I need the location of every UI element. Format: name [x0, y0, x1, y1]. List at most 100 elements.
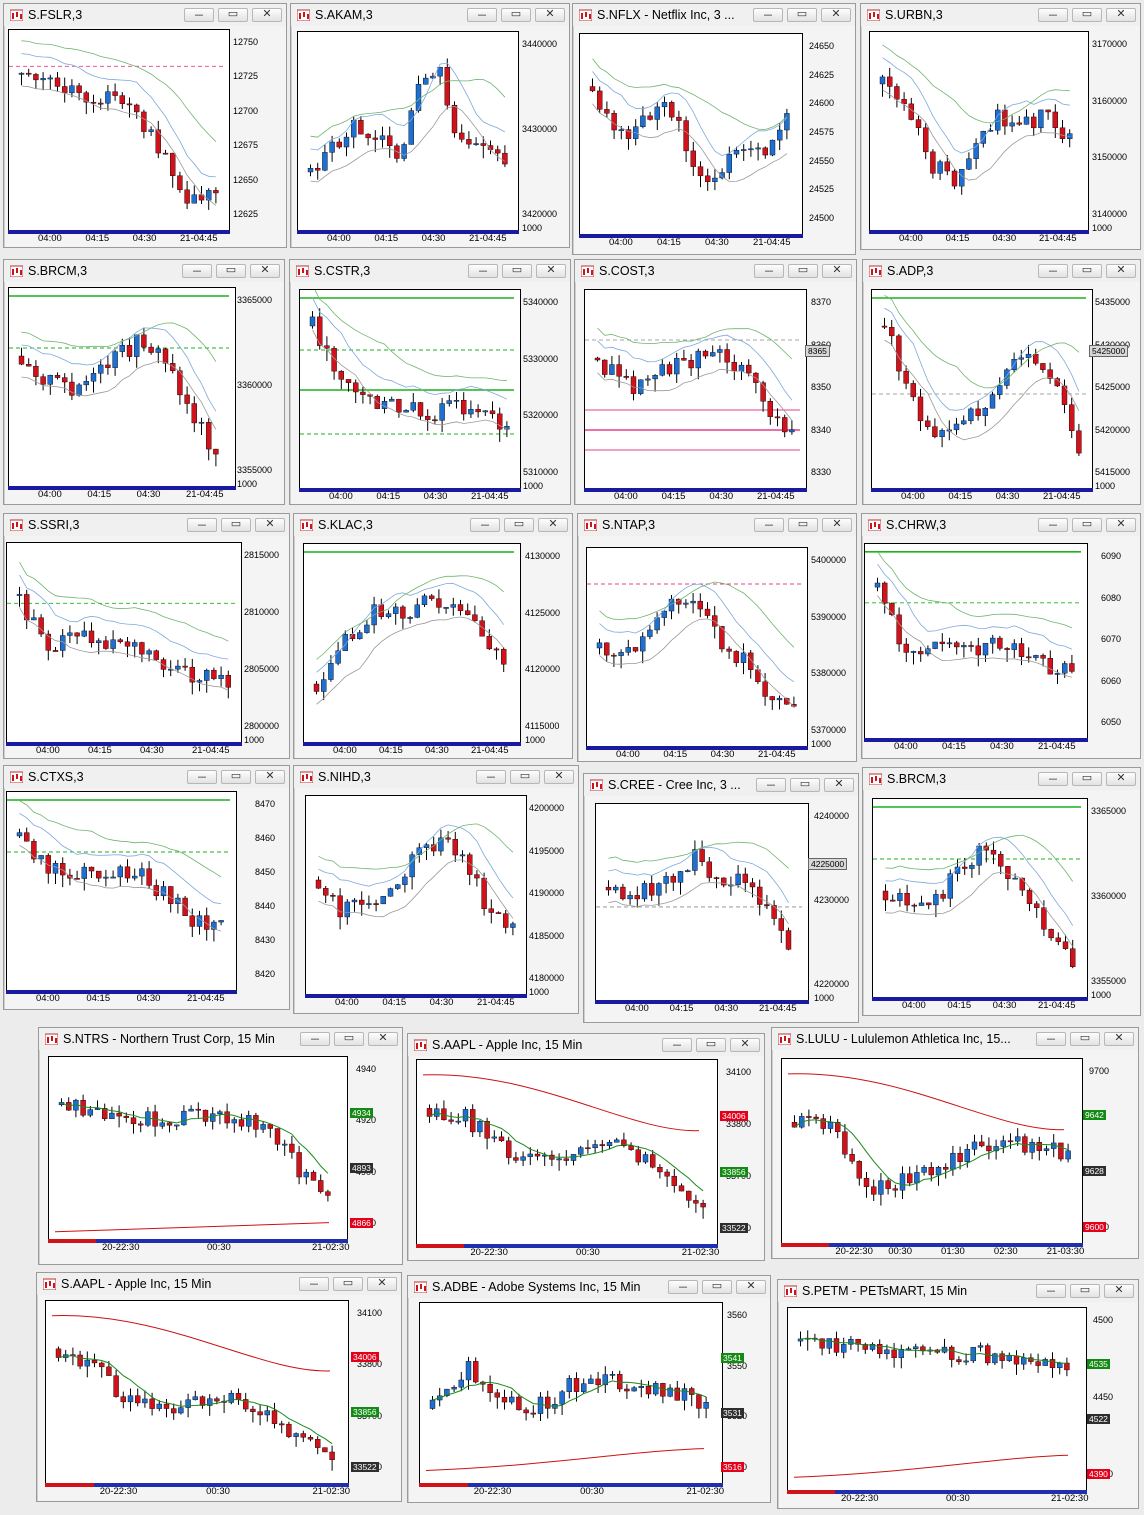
- restore-button[interactable]: ▭: [334, 1031, 364, 1046]
- title-bar[interactable]: S.ADBE - Adobe Systems Inc, 15 Min － ▭ ✕: [408, 1276, 770, 1298]
- close-button[interactable]: ✕: [538, 517, 568, 532]
- restore-button[interactable]: ▭: [501, 7, 531, 22]
- minimize-button[interactable]: －: [476, 770, 506, 784]
- minimize-button[interactable]: －: [299, 1277, 329, 1291]
- price-plot[interactable]: [299, 289, 521, 489]
- title-bar[interactable]: S.PETM - PETsMART, 15 Min － ▭ ✕: [778, 1280, 1138, 1302]
- minimize-button[interactable]: －: [756, 778, 786, 792]
- minimize-button[interactable]: －: [184, 8, 214, 22]
- chart-window-adbe[interactable]: S.ADBE - Adobe Systems Inc, 15 Min － ▭ ✕ 356…: [407, 1275, 771, 1503]
- close-button[interactable]: ✕: [368, 1031, 398, 1046]
- close-button[interactable]: ✕: [822, 517, 852, 532]
- chart-window-adp[interactable]: S.ADP,3－▭✕543500054300005425000542000054…: [862, 259, 1141, 505]
- chart-window-chrw[interactable]: S.CHRW,3 － ▭ ✕ 6090 6080 6070 6060 6050 04:00 04:1…: [861, 513, 1141, 759]
- chart-window-nihd[interactable]: S.NIHD,3 － ▭ ✕ 4200000 4195000 4190000 4185000 4…: [293, 765, 579, 1014]
- price-plot[interactable]: [419, 1302, 723, 1484]
- title-bar[interactable]: S.AKAM,3 － ▭ ✕: [291, 4, 569, 26]
- minimize-button[interactable]: －: [1038, 518, 1068, 532]
- price-plot[interactable]: [586, 547, 808, 747]
- chart-window-ssri[interactable]: S.SSRI,3 － ▭ ✕ 2815000 2810000 2805000 2800000 1…: [3, 513, 290, 759]
- close-button[interactable]: ✕: [255, 517, 285, 532]
- title-bar[interactable]: S.URBN,3 － ▭ ✕: [861, 4, 1140, 26]
- minimize-button[interactable]: －: [754, 264, 784, 278]
- minimize-button[interactable]: －: [1038, 264, 1068, 278]
- chart-window-ctxs[interactable]: S.CTXS,3 － ▭ ✕ 8470 8460 8450 8440 8430 8420 04:00…: [3, 765, 290, 1010]
- close-button[interactable]: ✕: [730, 1037, 760, 1052]
- price-plot[interactable]: [8, 29, 230, 231]
- close-button[interactable]: ✕: [544, 769, 574, 784]
- price-plot[interactable]: [6, 542, 242, 743]
- minimize-button[interactable]: －: [187, 770, 217, 784]
- minimize-button[interactable]: －: [187, 518, 217, 532]
- restore-button[interactable]: ▭: [218, 7, 248, 22]
- restore-button[interactable]: ▭: [510, 769, 540, 784]
- title-bar[interactable]: S.AAPL - Apple Inc, 15 Min － ▭ ✕: [408, 1034, 764, 1056]
- close-button[interactable]: ✕: [535, 7, 565, 22]
- price-plot[interactable]: [584, 289, 807, 489]
- restore-button[interactable]: ▭: [787, 7, 817, 22]
- restore-button[interactable]: ▭: [1070, 1283, 1100, 1298]
- minimize-button[interactable]: －: [467, 8, 497, 22]
- title-bar[interactable]: S.NTRS - Northern Trust Corp, 15 Min － ▭ ✕: [39, 1028, 402, 1050]
- chart-window-ntap[interactable]: S.NTAP,3 － ▭ ✕ 5400000 5390000 5380000 5370000 1…: [577, 513, 857, 762]
- title-bar[interactable]: S.CSTR,3 － ▭ ✕: [290, 260, 570, 282]
- restore-button[interactable]: ▭: [1070, 1031, 1100, 1046]
- chart-window-fslr[interactable]: S.FSLR,3 － ▭ ✕ 12750 12725 12700 12675 12650 1262…: [3, 3, 287, 248]
- restore-button[interactable]: ▭: [702, 1279, 732, 1294]
- chart-window-petm[interactable]: S.PETM - PETsMART, 15 Min－▭✕450044504350…: [777, 1279, 1139, 1509]
- minimize-button[interactable]: －: [662, 1038, 692, 1052]
- close-button[interactable]: ✕: [367, 1276, 397, 1291]
- close-button[interactable]: ✕: [736, 1279, 766, 1294]
- close-button[interactable]: ✕: [1106, 517, 1136, 532]
- chart-window-aapl2[interactable]: S.AAPL - Apple Inc, 15 Min － ▭ ✕ 34100 33800 3…: [36, 1272, 402, 1502]
- close-button[interactable]: ✕: [1104, 1283, 1134, 1298]
- price-plot[interactable]: [45, 1300, 349, 1484]
- title-bar[interactable]: S.CREE - Cree Inc, 3 ... － ▭ ✕: [584, 774, 858, 796]
- title-bar[interactable]: S.NIHD,3 － ▭ ✕: [294, 766, 578, 788]
- close-button[interactable]: ✕: [1104, 1031, 1134, 1046]
- restore-button[interactable]: ▭: [1072, 263, 1102, 278]
- price-plot[interactable]: [416, 1059, 718, 1245]
- restore-button[interactable]: ▭: [333, 1276, 363, 1291]
- close-button[interactable]: ✕: [1106, 263, 1136, 278]
- restore-button[interactable]: ▭: [221, 517, 251, 532]
- restore-button[interactable]: ▭: [1072, 7, 1102, 22]
- price-plot[interactable]: [595, 803, 809, 1001]
- restore-button[interactable]: ▭: [1072, 771, 1102, 786]
- close-button[interactable]: ✕: [536, 263, 566, 278]
- price-plot[interactable]: [6, 791, 237, 991]
- minimize-button[interactable]: －: [1038, 8, 1068, 22]
- close-button[interactable]: ✕: [255, 769, 285, 784]
- title-bar[interactable]: S.NFLX - Netflix Inc, 3 ... － ▭ ✕: [573, 4, 855, 26]
- price-plot[interactable]: [579, 33, 803, 235]
- restore-button[interactable]: ▭: [790, 777, 820, 792]
- title-bar[interactable]: S.NTAP,3 － ▭ ✕: [578, 514, 856, 536]
- minimize-button[interactable]: －: [470, 518, 500, 532]
- restore-button[interactable]: ▭: [504, 517, 534, 532]
- price-plot[interactable]: [869, 31, 1089, 231]
- chart-window-brcm2[interactable]: S.BRCM,3 － ▭ ✕ 3365000 3360000 3355000 1000 04:0…: [862, 767, 1141, 1016]
- chart-window-lulu[interactable]: S.LULU - Lululemon Athletica Inc, 15... －…: [771, 1027, 1139, 1259]
- price-plot[interactable]: [305, 795, 527, 995]
- title-bar[interactable]: S.KLAC,3 － ▭ ✕: [294, 514, 572, 536]
- restore-button[interactable]: ▭: [696, 1037, 726, 1052]
- price-plot[interactable]: [781, 1058, 1083, 1244]
- chart-window-cstr[interactable]: S.CSTR,3 － ▭ ✕ 5340000 5330000 5320000 5310000 1…: [289, 259, 571, 505]
- restore-button[interactable]: ▭: [216, 263, 246, 278]
- chart-window-cree[interactable]: S.CREE - Cree Inc, 3 ... － ▭ ✕ 4240000 423000…: [583, 773, 859, 1023]
- restore-button[interactable]: ▭: [1072, 517, 1102, 532]
- close-button[interactable]: ✕: [821, 7, 851, 22]
- price-plot[interactable]: [297, 31, 519, 231]
- title-bar[interactable]: S.AAPL - Apple Inc, 15 Min － ▭ ✕: [37, 1273, 401, 1295]
- minimize-button[interactable]: －: [1036, 1032, 1066, 1046]
- minimize-button[interactable]: －: [182, 264, 212, 278]
- price-plot[interactable]: [787, 1307, 1087, 1491]
- close-button[interactable]: ✕: [1106, 7, 1136, 22]
- restore-button[interactable]: ▭: [788, 517, 818, 532]
- chart-window-urbn[interactable]: S.URBN,3 － ▭ ✕ 3170000 3160000 3150000 3140000 1…: [860, 3, 1141, 250]
- chart-window-nflx[interactable]: S.NFLX - Netflix Inc, 3 ... － ▭ ✕ 24650 24625…: [572, 3, 856, 255]
- price-plot[interactable]: [871, 289, 1093, 489]
- close-button[interactable]: ✕: [824, 777, 854, 792]
- minimize-button[interactable]: －: [1036, 1284, 1066, 1298]
- chart-window-akam[interactable]: S.AKAM,3 － ▭ ✕ 3440000 3430000 3420000 1000 04:0…: [290, 3, 570, 248]
